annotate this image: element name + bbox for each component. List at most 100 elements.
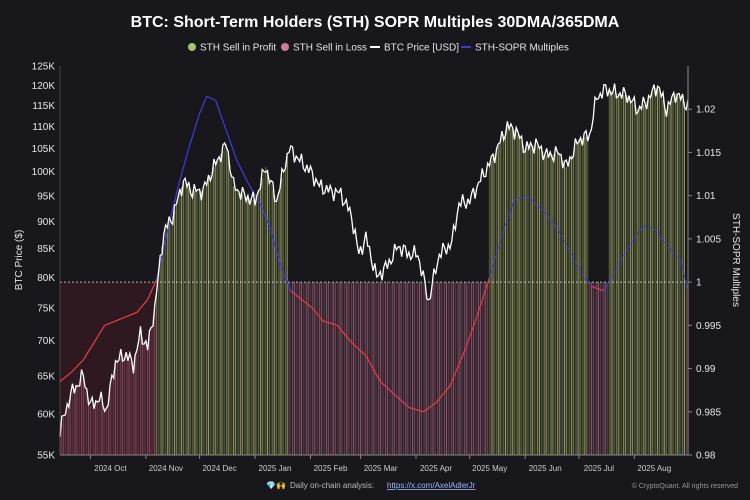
sopr-line-segment	[514, 195, 528, 201]
sopr-line-segment	[279, 264, 292, 292]
right-tick-label: 1.01	[696, 191, 716, 202]
sopr-line-segment	[476, 277, 491, 317]
sopr-line-segment	[667, 247, 682, 261]
sopr-line-segment	[680, 260, 689, 291]
sopr-line-segment	[591, 285, 605, 292]
sopr-line-segment	[125, 311, 138, 318]
sopr-line-segment	[59, 372, 72, 383]
sopr-line-segment	[82, 342, 95, 361]
sopr-line-segment	[177, 147, 190, 188]
sopr-line-segment	[70, 359, 84, 374]
legend-label: STH Sell in Loss	[293, 43, 367, 54]
left-tick-label: 75K	[37, 304, 55, 315]
right-tick-label: 1.02	[696, 105, 716, 116]
x-tick-label: 2024 Dec	[202, 464, 236, 473]
sopr-line-segment	[166, 186, 179, 231]
sopr-line-segment	[643, 225, 657, 231]
left-tick-label: 55K	[37, 451, 55, 462]
sopr-line-segment	[555, 225, 569, 248]
sopr-line-segment	[115, 316, 127, 322]
sopr-line-segment	[578, 268, 592, 287]
sopr-line-segment	[198, 96, 208, 114]
legend-label: STH-SOPR Multiples	[475, 43, 569, 54]
sopr-line-segment	[236, 160, 249, 183]
sopr-line-segment	[270, 230, 281, 265]
x-tick-label: 2025 Jul	[584, 464, 614, 473]
sopr-line-segment	[655, 229, 669, 248]
x-tick-label: 2025 Jan	[259, 464, 292, 473]
right-tick-label: 0.995	[696, 321, 721, 332]
sopr-line-segment	[225, 130, 238, 162]
sopr-line-segment	[259, 204, 272, 231]
footer-credit: © CryptoQuant. All rights reserved	[632, 482, 738, 490]
footer: 💎🙌 Daily on-chain analysis: https://x.co…	[266, 481, 738, 490]
left-tick-label: 95K	[37, 192, 55, 203]
sell-bars-layer	[59, 85, 689, 456]
footer-link[interactable]: https://x.com/AxelAdlerJr	[387, 481, 476, 490]
x-tick-label: 2025 Feb	[314, 464, 348, 473]
left-tick-label: 90K	[37, 217, 55, 228]
sopr-line-segment	[351, 342, 367, 357]
sopr-line-segment	[408, 406, 424, 413]
right-tick-label: 0.99	[696, 364, 716, 375]
sopr-line-segment	[215, 100, 228, 132]
right-tick-label: 0.98	[696, 451, 716, 462]
sopr-line-segment	[188, 113, 201, 149]
x-tick-label: 2025 Apr	[420, 464, 452, 473]
left-tick-label: 80K	[37, 273, 55, 284]
sopr-line-segment	[147, 279, 158, 300]
sopr-line-segment	[301, 298, 313, 309]
sopr-line-segment	[449, 351, 465, 387]
x-tick-label: 2024 Oct	[94, 464, 127, 473]
left-tick-label: 70K	[37, 336, 55, 347]
x-tick-label: 2025 Aug	[637, 464, 671, 473]
sopr-line-segment	[206, 95, 216, 102]
left-tick-label: 60K	[37, 409, 55, 420]
left-tick-label: 65K	[37, 371, 55, 382]
x-tick-label: 2024 Nov	[149, 464, 183, 473]
footer-attribution: Daily on-chain analysis:	[290, 481, 374, 490]
sopr-line-segment	[93, 324, 106, 343]
sopr-line-segment	[290, 290, 302, 300]
btc-price-line	[59, 83, 689, 437]
left-tick-label: 100K	[32, 167, 56, 178]
chart-title: BTC: Short-Term Holders (STH) SOPR Multi…	[131, 14, 620, 31]
left-tick-label: 120K	[32, 81, 56, 92]
sopr-line-segment	[463, 316, 478, 352]
sopr-line-segment	[322, 320, 338, 326]
sopr-line-segment	[311, 307, 324, 322]
right-tick-label: 1	[696, 278, 702, 289]
loss-shade	[60, 282, 157, 456]
sopr-line-segment	[422, 402, 437, 413]
sopr-line-segment	[540, 208, 557, 227]
sopr-line-segment	[336, 324, 353, 344]
right-tick-label: 0.985	[696, 407, 721, 418]
sopr-line-segment	[379, 381, 396, 395]
sopr-line-segment	[136, 298, 149, 313]
sopr-line-segment	[247, 182, 261, 205]
left-tick-label: 105K	[32, 144, 56, 155]
right-axis-label: STH-SOPR Multiples	[730, 213, 741, 307]
sopr-line-segment	[488, 234, 503, 278]
sopr-line-segment	[526, 195, 542, 210]
left-tick-label: 115K	[32, 101, 55, 112]
sopr-line-segment	[567, 247, 580, 270]
sopr-line-segment	[501, 199, 516, 235]
x-tick-label: 2025 Mar	[364, 464, 398, 473]
series-lines-layer	[59, 83, 689, 437]
right-tick-label: 1.015	[696, 148, 721, 159]
sopr-line-segment	[394, 394, 410, 408]
footer-emoji: 💎🙌	[266, 481, 286, 490]
x-tick-label: 2025 May	[472, 464, 507, 473]
legend-label: BTC Price [USD]	[384, 43, 459, 54]
sopr-line-segment	[630, 225, 644, 244]
legend-marker-dot	[281, 43, 289, 51]
legend-label: STH Sell in Profit	[200, 43, 276, 54]
sopr-line-segment	[104, 320, 116, 326]
legend-marker-dot	[188, 43, 196, 51]
right-tick-label: 1.005	[696, 234, 721, 245]
sopr-line-segment	[603, 268, 617, 292]
x-tick-label: 2025 Jun	[529, 464, 562, 473]
left-axis-label: BTC Price ($)	[14, 230, 25, 291]
